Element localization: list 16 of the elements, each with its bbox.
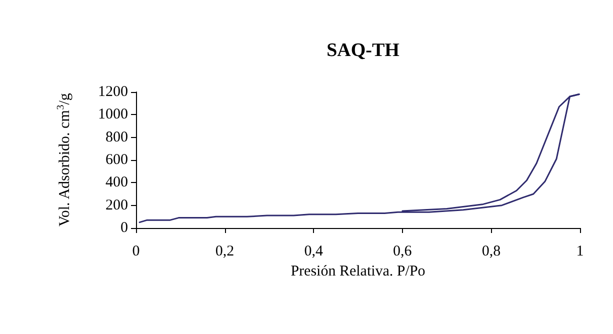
y-axis-title: Vol. Adsorbido. cm3/g (56, 92, 73, 227)
y-tick-label: 0 (120, 220, 128, 236)
y-tick-label: 200 (106, 197, 128, 214)
x-tick-label: 1 (576, 244, 584, 260)
y-tick-label: 400 (106, 174, 128, 191)
x-tick-label: 0 (132, 244, 140, 260)
y-tick-label: 600 (106, 152, 128, 168)
y-tick-label: 1200 (98, 84, 128, 100)
y-tick-label: 800 (106, 129, 128, 146)
x-tick-label: 0,2 (215, 244, 234, 260)
x-tick-label: 0,4 (304, 244, 324, 260)
x-axis-title: Presión Relativa. P/Po (290, 264, 426, 280)
x-tick-label: 0,8 (482, 244, 501, 260)
chart-title: SAQ-TH (326, 40, 400, 61)
x-tick-label: 0,6 (393, 244, 412, 260)
y-tick-label: 1000 (98, 106, 128, 123)
